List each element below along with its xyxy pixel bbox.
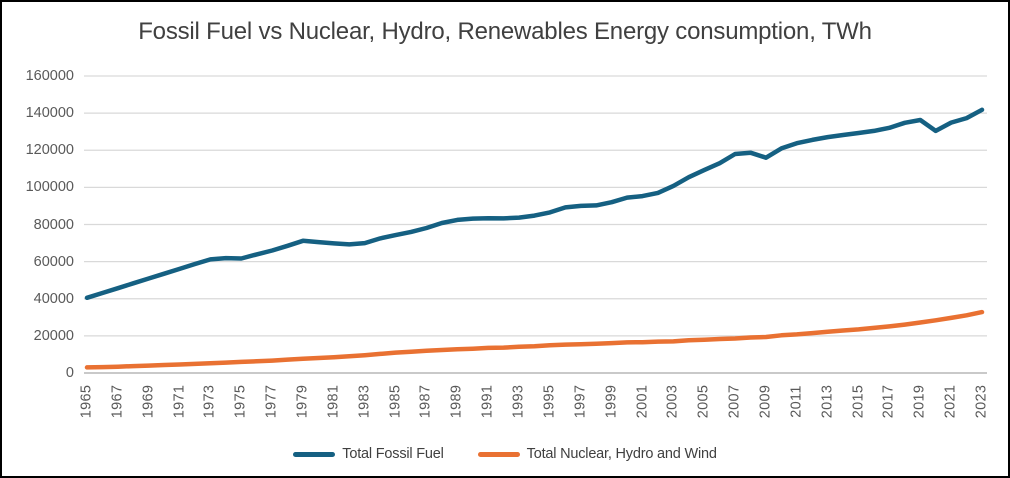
x-tick-label: 1977 (263, 384, 280, 419)
nuclear-hydro-wind-series-swatch (477, 451, 520, 457)
x-tick-label: 2011 (788, 385, 805, 418)
y-tick-label: 20000 (33, 327, 74, 344)
x-tick-label: 1975 (232, 384, 249, 419)
y-tick-label: 100000 (25, 179, 74, 196)
x-tick-label: 1965 (78, 384, 95, 419)
y-tick-label: 0 (65, 365, 74, 381)
x-tick-label: 2013 (819, 384, 836, 419)
legend-label-total-fossil-fuel: Total Fossil Fuel (342, 446, 444, 462)
x-tick-label: 2007 (726, 384, 743, 419)
x-tick-label: 1981 (325, 384, 342, 419)
chart-title: Fossil Fuel vs Nuclear, Hydro, Renewable… (138, 18, 872, 45)
x-tick-label: 1999 (603, 384, 620, 419)
y-tick-label: 120000 (25, 142, 74, 159)
x-tick-label: 2019 (911, 384, 928, 419)
x-tick-label: 2021 (942, 384, 959, 419)
x-tick-label: 1983 (356, 384, 373, 419)
x-tick-label: 2001 (634, 384, 651, 419)
x-tick-label: 1979 (294, 384, 311, 419)
x-tick-label: 1995 (541, 384, 558, 419)
y-tick-label: 80000 (33, 216, 74, 233)
legend-label-total-nuclear-hydro-wind: Total Nuclear, Hydro and Wind (526, 446, 717, 462)
y-tick-label: 140000 (25, 105, 74, 122)
x-tick-label: 1969 (140, 384, 157, 419)
x-tick-label: 1993 (510, 384, 527, 419)
x-tick-label: 1971 (171, 384, 188, 419)
x-tick-label: 1973 (201, 384, 218, 419)
legend-item-total-nuclear-hydro-wind[interactable]: Total Nuclear, Hydro and Wind (477, 446, 717, 462)
x-tick-label: 1997 (572, 384, 589, 419)
x-tick-label: 2009 (757, 384, 774, 419)
x-tick-label: 2015 (850, 384, 867, 419)
x-tick-label: 1985 (387, 384, 404, 419)
x-tick-label: 1991 (479, 384, 496, 419)
y-tick-label: 160000 (25, 68, 74, 84)
x-tick-label: 2023 (973, 384, 990, 419)
x-tick-label: 1987 (417, 384, 434, 419)
series-line-fossil-fuel[interactable] (84, 107, 985, 301)
fossil-fuel-series-swatch (293, 451, 336, 457)
x-tick-label: 2005 (695, 384, 712, 419)
x-tick-label: 2017 (880, 384, 897, 419)
x-tick-label: 1989 (448, 384, 465, 419)
y-tick-label: 60000 (33, 253, 74, 270)
series-line-nuclear-hydro-wind[interactable] (84, 309, 985, 370)
legend-item-total-fossil-fuel[interactable]: Total Fossil Fuel (293, 446, 444, 462)
x-tick-label: 1967 (109, 384, 126, 419)
x-tick-label: 2003 (664, 384, 681, 419)
chart-legend: Total Fossil Fuel Total Nuclear, Hydro a… (2, 446, 1008, 462)
y-tick-label: 40000 (33, 290, 74, 307)
